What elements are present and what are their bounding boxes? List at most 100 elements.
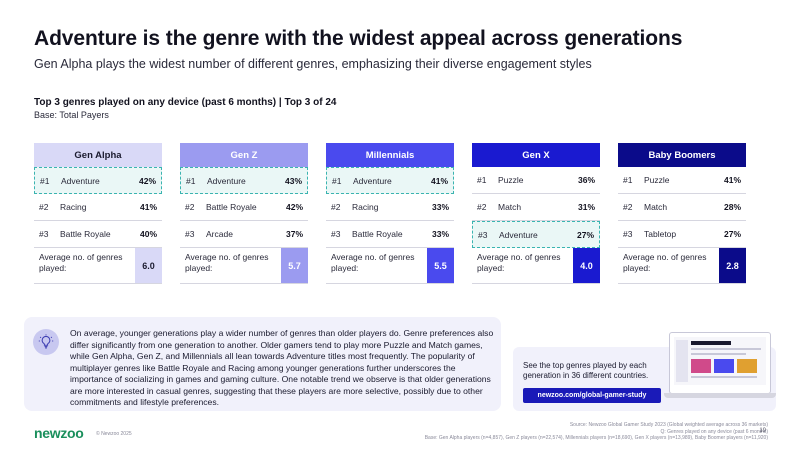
genre-row: #2 Match 31% (472, 194, 600, 221)
genre-rank: #3 (623, 229, 633, 239)
page-subtitle: Gen Alpha plays the widest number of dif… (34, 57, 592, 71)
average-genres-row: Average no. of genres played: 2.8 (618, 248, 746, 284)
genre-rank: #2 (477, 202, 487, 212)
genre-percent: 37% (285, 229, 303, 239)
genre-name: Adventure (353, 175, 392, 186)
genre-name: Puzzle (644, 175, 670, 185)
average-genres-value: 2.8 (719, 248, 746, 283)
average-genres-label: Average no. of genres played: (477, 252, 561, 273)
average-genres-row: Average no. of genres played: 5.7 (180, 248, 308, 284)
genre-name: Puzzle (498, 175, 524, 185)
average-genres-row: Average no. of genres played: 5.5 (326, 248, 454, 284)
genre-rank: #3 (185, 229, 195, 239)
generation-header: Baby Boomers (618, 143, 746, 167)
study-link-button[interactable]: newzoo.com/global-gamer-study (523, 388, 661, 403)
average-genres-label: Average no. of genres played: (331, 252, 415, 273)
genre-rank: #3 (478, 229, 488, 240)
generation-header: Millennials (326, 143, 454, 167)
source-note: Source: Newzoo Global Gamer Study 2023 (… (248, 422, 768, 442)
genre-rank: #3 (39, 229, 49, 239)
genre-row: #2 Racing 33% (326, 194, 454, 221)
page-number: 19 (759, 428, 766, 434)
genre-row: #1 Puzzle 36% (472, 167, 600, 194)
genre-percent: 41% (139, 202, 157, 212)
genre-percent: 41% (430, 175, 448, 186)
genre-name: Battle Royale (206, 202, 257, 212)
genre-percent: 41% (723, 175, 741, 185)
genre-percent: 33% (431, 202, 449, 212)
genre-row: #2 Battle Royale 42% (180, 194, 308, 221)
genre-row: #1 Puzzle 41% (618, 167, 746, 194)
source-line: Source: Newzoo Global Gamer Study 2023 (… (569, 422, 768, 428)
genre-row: #2 Match 28% (618, 194, 746, 221)
section-base: Base: Total Payers (34, 110, 109, 120)
genre-percent: 28% (723, 202, 741, 212)
genre-rank: #1 (623, 175, 633, 185)
generation-header: Gen X (472, 143, 600, 167)
genre-percent: 31% (577, 202, 595, 212)
genre-row: #2 Racing 41% (34, 194, 162, 221)
genre-row: #1 Adventure 42% (34, 167, 162, 194)
average-genres-label: Average no. of genres played: (623, 252, 707, 273)
genre-row: #1 Adventure 43% (180, 167, 308, 194)
genre-rank: #2 (185, 202, 195, 212)
genre-row: #3 Tabletop 27% (618, 221, 746, 248)
lightbulb-icon (33, 329, 59, 355)
genre-percent: 42% (285, 202, 303, 212)
average-genres-value: 5.5 (427, 248, 454, 283)
generation-column: Millennials #1 Adventure 41% #2 Racing 33% #3 Ba… (326, 143, 454, 284)
genre-percent: 42% (138, 175, 156, 186)
section-title: Top 3 genres played on any device (past … (34, 97, 337, 108)
genre-percent: 36% (577, 175, 595, 185)
insight-panel: On average, younger generations play a w… (24, 317, 501, 411)
insight-text: On average, younger generations play a w… (70, 328, 494, 407)
generation-header: Gen Alpha (34, 143, 162, 167)
average-genres-value: 4.0 (573, 248, 600, 283)
genre-row: #3 Battle Royale 33% (326, 221, 454, 248)
promo-card: See the top genres played by each genera… (513, 332, 776, 411)
genre-rank: #3 (331, 229, 341, 239)
genre-rank: #1 (477, 175, 487, 185)
genre-percent: 27% (576, 229, 594, 240)
genre-name: Adventure (61, 175, 100, 186)
genre-percent: 43% (284, 175, 302, 186)
genre-percent: 40% (139, 229, 157, 239)
average-genres-row: Average no. of genres played: 6.0 (34, 248, 162, 284)
genre-rank: #1 (332, 175, 342, 186)
genre-percent: 27% (723, 229, 741, 239)
genre-name: Match (644, 202, 668, 212)
average-genres-label: Average no. of genres played: (185, 252, 269, 273)
genre-row: #1 Adventure 41% (326, 167, 454, 194)
average-genres-row: Average no. of genres played: 4.0 (472, 248, 600, 284)
generation-header: Gen Z (180, 143, 308, 167)
newzoo-logo: newzoo (34, 425, 84, 441)
genre-rank: #2 (39, 202, 49, 212)
genre-name: Battle Royale (352, 229, 403, 239)
genre-name: Tabletop (644, 229, 677, 239)
genre-row: #3 Arcade 37% (180, 221, 308, 248)
laptop-image (664, 332, 776, 398)
copyright: © Newzoo 2025 (96, 431, 132, 437)
genre-row: #3 Adventure 27% (472, 221, 600, 248)
generation-column: Baby Boomers #1 Puzzle 41% #2 Match 28% #3 Table… (618, 143, 746, 284)
genre-name: Arcade (206, 229, 233, 239)
page-title: Adventure is the genre with the widest a… (34, 27, 683, 50)
average-genres-value: 5.7 (281, 248, 308, 283)
average-genres-value: 6.0 (135, 248, 162, 283)
genre-rank: #2 (623, 202, 633, 212)
genre-name: Racing (60, 202, 87, 212)
genre-name: Battle Royale (60, 229, 111, 239)
genre-name: Adventure (499, 229, 538, 240)
genre-name: Adventure (207, 175, 246, 186)
genre-row: #3 Battle Royale 40% (34, 221, 162, 248)
question-line: Q: Genres played on any device (past 6 m… (660, 428, 768, 435)
generation-column: Gen Z #1 Adventure 43% #2 Battle Royale 42% #3 A… (180, 143, 308, 284)
base-line: Base: Gen Alpha players (n=4,857), Gen Z… (424, 435, 768, 441)
genre-rank: #1 (186, 175, 196, 186)
genre-name: Racing (352, 202, 379, 212)
generation-column: Gen X #1 Puzzle 36% #2 Match 31% #3 Adventure 27%… (472, 143, 600, 284)
generation-column: Gen Alpha #1 Adventure 42% #2 Racing 41% #3 Batt… (34, 143, 162, 284)
genre-rank: #2 (331, 202, 341, 212)
genre-name: Match (498, 202, 522, 212)
average-genres-label: Average no. of genres played: (39, 252, 123, 273)
